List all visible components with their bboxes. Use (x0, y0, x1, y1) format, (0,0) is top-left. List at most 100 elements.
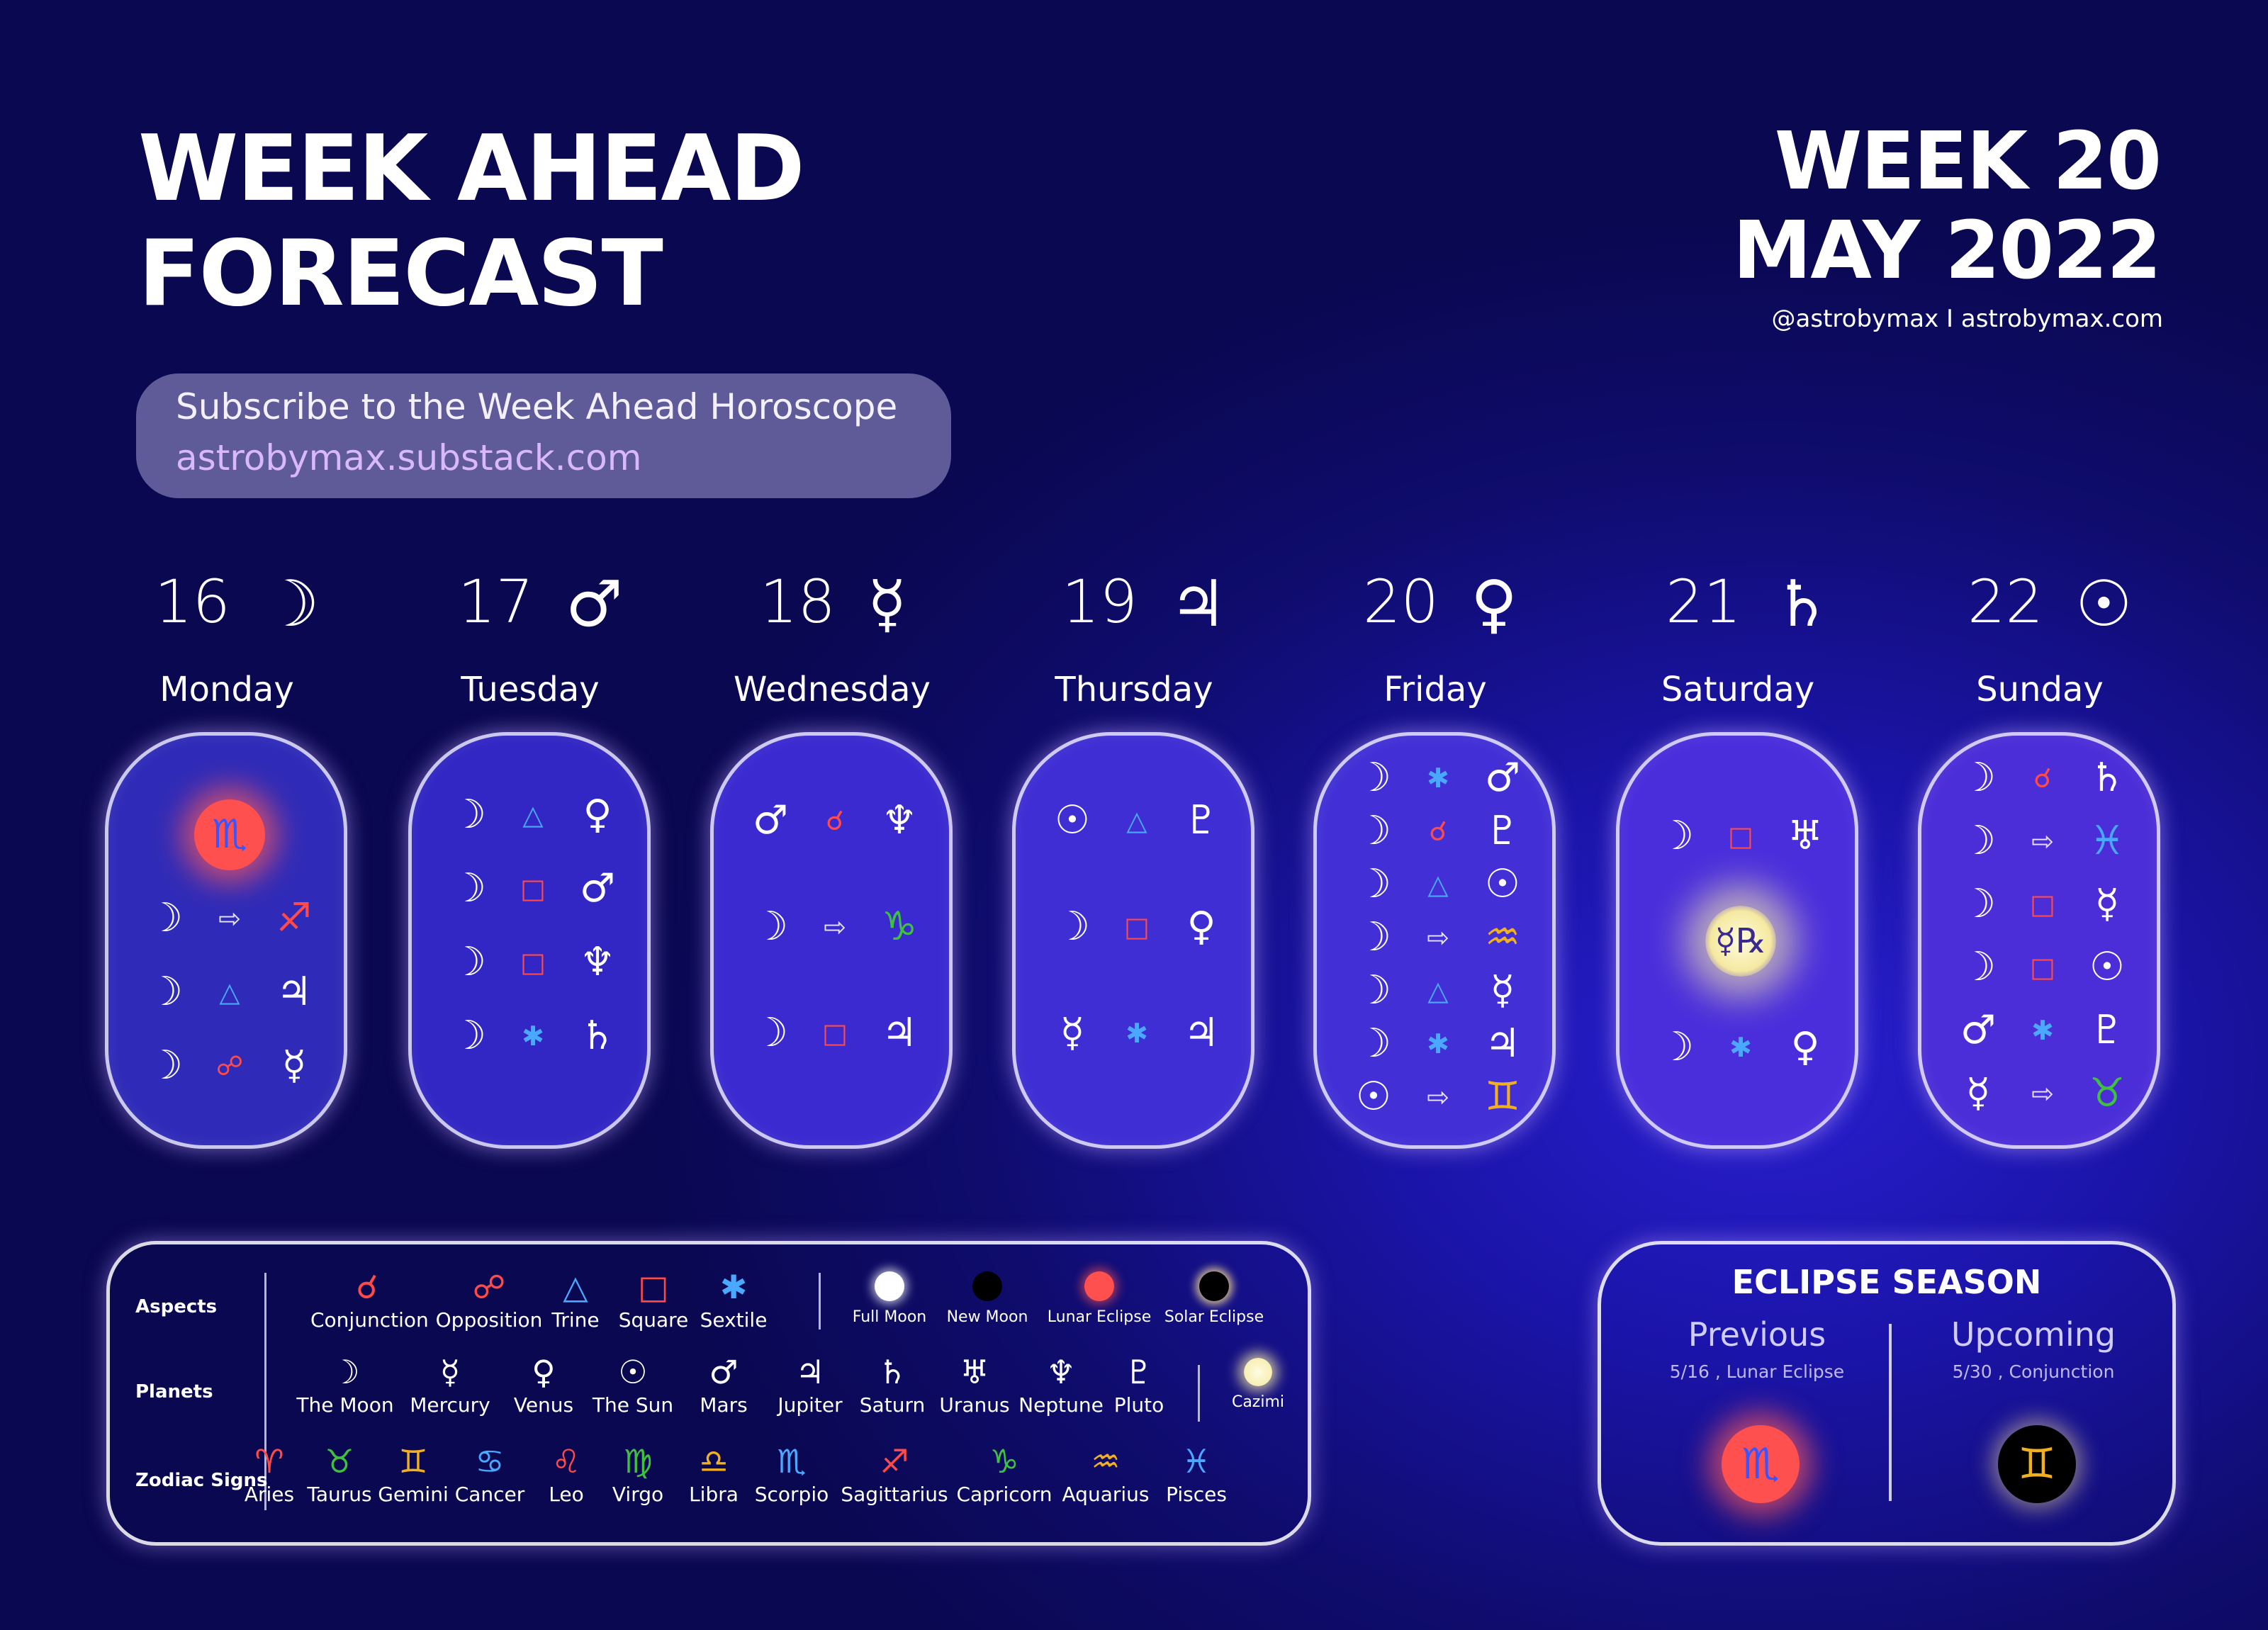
legend-moon-phase-label: New Moon (946, 1308, 1028, 1326)
planet-icon: ☽ (1658, 1024, 1695, 1070)
aspect-icon: □ (822, 1018, 848, 1049)
planet-icon: ♄ (2089, 755, 2126, 801)
day-card[interactable]: ☽ △ ♀ ☽ □ ♂ ☽ □ ♆ ☽ ✱ ♄ (408, 732, 651, 1149)
page-title: WEEK AHEAD FORECAST (138, 117, 805, 327)
day-card[interactable]: ☽ ✱ ♂ ☽ ☌ ♇ ☽ △ ☉ ☽ ⇨ ♒ ☽ △ ☿ ☽ ✱ ♃ ☉ ⇨ ♊ (1313, 732, 1556, 1149)
aspect-row: ☽ ⇨ ♑ (714, 906, 949, 948)
aspect-icon: ✱ (1729, 1032, 1752, 1063)
legend-sign: ♒ Aquarius (1049, 1440, 1162, 1506)
legend-sign: ♈ Aries (213, 1440, 326, 1506)
legend-sign-icon: ♏ (777, 1442, 807, 1480)
legend-sign: ♑ Capricorn (948, 1440, 1061, 1506)
aspect-row: ☽ □ ♆ (412, 941, 647, 984)
legend-planet-label: Saturn (859, 1393, 926, 1417)
legend-sign-icon: ♋ (475, 1442, 505, 1480)
legend-sign-icon: ♉ (325, 1442, 354, 1480)
aspect-icon: △ (522, 799, 544, 831)
aspect-row: ☽ △ ♃ (108, 971, 344, 1013)
day-card[interactable]: ☿℞ ☽ □ ♅ ☽ ✱ ♀ (1616, 732, 1858, 1149)
legend-sign-icon: ♓ (1181, 1442, 1211, 1480)
legend-sign: ♏ Scorpio (735, 1440, 848, 1506)
day-card[interactable]: ☽ ☌ ♄ ☽ ⇨ ♓ ☽ □ ☿ ☽ □ ☉ ♂ ✱ ♇ ☿ ⇨ ♉ (1918, 732, 2160, 1149)
planet-icon: ☽ (147, 1042, 184, 1089)
aspect-row: ☽ □ ♅ (1619, 815, 1855, 858)
legend-panel: Aspects Planets Zodiac Signs ☌ Conjunctio… (106, 1241, 1311, 1546)
legend-divider (264, 1273, 266, 1510)
planet-icon: ♄ (579, 1013, 616, 1059)
legend-aspect: △ Trine (519, 1266, 632, 1332)
aspect-row: ☿ ✱ ♃ (1016, 1012, 1251, 1055)
subscribe-link[interactable]: astrobymax.substack.com (176, 437, 642, 478)
legend-planet-label: Mercury (410, 1393, 490, 1417)
aspect-icon: □ (2030, 952, 2055, 983)
legend-aspect-label: Trine (551, 1308, 600, 1332)
day-planet-icon: ☽ (262, 567, 320, 641)
legend-planet-label: Mars (700, 1393, 748, 1417)
day-number: 21 (1666, 567, 1741, 636)
planet-icon: ☽ (450, 939, 487, 985)
legend-aspect-label: Square (618, 1308, 689, 1332)
day-name: Sunday (1976, 670, 2104, 709)
legend-sign: ♌ Leo (510, 1440, 623, 1506)
legend-moon-phase: Solar Eclipse (1157, 1266, 1271, 1326)
aspect-icon: ✱ (522, 1021, 544, 1052)
planet-icon: ♃ (1484, 1021, 1521, 1067)
legend-aspect-icon: □ (638, 1268, 669, 1306)
aspect-icon: □ (520, 947, 546, 978)
day-planet-icon: ♀ (1471, 567, 1517, 641)
planet-icon: ♇ (1484, 808, 1521, 854)
subscribe-banner[interactable]: Subscribe to the Week Ahead Horoscope as… (136, 373, 951, 498)
legend-moon-phase-icon (931, 1266, 1044, 1308)
aspect-icon: ☍ (215, 1050, 244, 1081)
legend-aspect-label: Sextile (700, 1308, 768, 1332)
legend-aspects-label: Aspects (135, 1296, 218, 1317)
legend-planet-icon: ♃ (795, 1353, 825, 1391)
aspect-row: ☽ ✱ ♃ (1317, 1023, 1552, 1065)
legend-planet-icon: ♅ (960, 1353, 989, 1391)
social-handle[interactable]: @astrobymax I astrobymax.com (1771, 305, 2163, 333)
planet-icon: ☽ (1355, 808, 1392, 854)
aspect-row: ☽ ✱ ♀ (1619, 1026, 1855, 1069)
legend-moon-phase-icon (1043, 1266, 1156, 1308)
aspect-icon: □ (520, 873, 546, 904)
legend-planet: ♀ Venus (487, 1351, 600, 1417)
aspect-icon: ☌ (826, 805, 844, 836)
aspect-icon: △ (1427, 975, 1449, 1006)
title-line-2: FORECAST (138, 221, 663, 327)
week-info: WEEK 20 MAY 2022 (1733, 117, 2162, 296)
planet-icon: ♑ (881, 904, 918, 950)
legend-aspect-icon: △ (563, 1268, 588, 1306)
legend-sign-icon: ♈ (254, 1442, 284, 1480)
planet-icon: ♇ (1183, 797, 1220, 843)
legend-sign-icon: ♑ (989, 1442, 1019, 1480)
planet-icon: ☿ (2094, 881, 2120, 927)
legend-sign: ♎ Libra (657, 1440, 770, 1506)
aspect-row: ☽ □ ☉ (1921, 946, 2157, 989)
planet-icon: ☉ (2089, 944, 2126, 990)
planet-icon: ☽ (1960, 818, 1997, 864)
day-card[interactable]: ♂ ☌ ♆ ☽ ⇨ ♑ ☽ □ ♃ (710, 732, 953, 1149)
day-name: Wednesday (734, 670, 931, 709)
aspect-row: ☽ ⇨ ♒ (1317, 916, 1552, 959)
legend-moon-phase-label: Lunar Eclipse (1047, 1308, 1152, 1326)
aspect-row: ☽ △ ☿ (1317, 969, 1552, 1012)
legend-moon-phase-label: Full Moon (852, 1308, 927, 1326)
day-card[interactable]: ☉ △ ♇ ☽ □ ♀ ☿ ✱ ♃ (1012, 732, 1254, 1149)
planet-icon: ♃ (881, 1010, 918, 1056)
legend-sign-label: Taurus (307, 1483, 372, 1506)
planet-icon: ☽ (147, 969, 184, 1015)
eclipse-previous-detail: 5/16 , Lunar Eclipse (1669, 1361, 1845, 1382)
legend-moon-phase: Full Moon (833, 1266, 946, 1326)
day-number: 17 (458, 567, 534, 636)
day-card[interactable]: ♏ ☽ ⇨ ♐ ☽ △ ♃ ☽ ☍ ☿ (105, 732, 347, 1149)
day-number: 16 (155, 567, 230, 636)
legend-planet: ♇ Pluto (1082, 1351, 1196, 1417)
day-planet-icon: ♄ (1773, 567, 1831, 641)
planet-icon: ☽ (1355, 755, 1392, 801)
legend-planet-label: Venus (513, 1393, 574, 1417)
planet-icon: ☽ (1355, 1021, 1392, 1067)
aspect-row: ☽ ⇨ ♓ (1921, 820, 2157, 862)
planet-icon: ♉ (2089, 1070, 2126, 1116)
legend-sign-label: Virgo (612, 1483, 664, 1506)
day-number: 18 (760, 567, 836, 636)
